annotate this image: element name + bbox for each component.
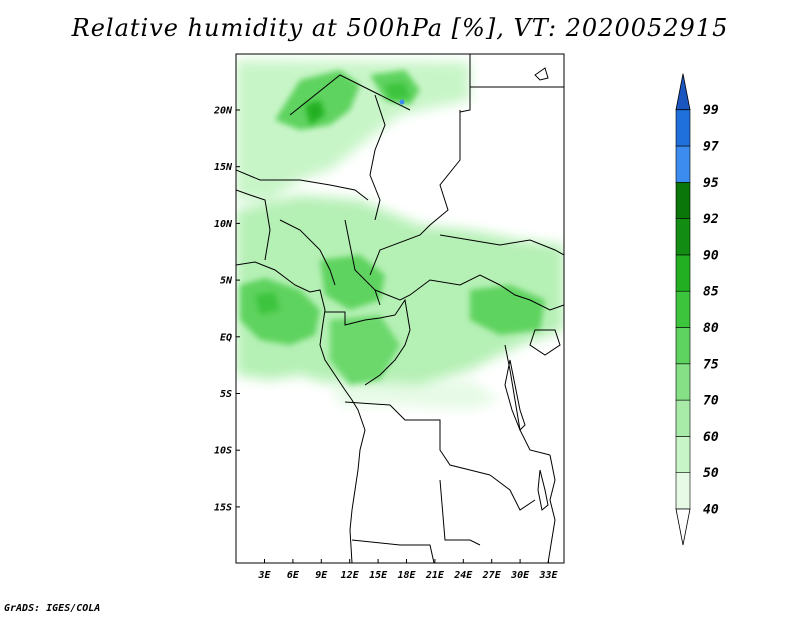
border-angola-namibia bbox=[351, 539, 435, 563]
lat-tick-label: EQ bbox=[220, 332, 232, 343]
colorbar-segment bbox=[675, 182, 691, 219]
lake-malawi bbox=[537, 469, 549, 511]
lat-tick-label: 5S bbox=[220, 389, 232, 400]
lake-victoria bbox=[529, 329, 561, 356]
colorbar-segment bbox=[675, 254, 691, 292]
humidity-peak-dot bbox=[399, 99, 405, 105]
border-west-coast-islands bbox=[236, 189, 271, 261]
border-libya-egypt bbox=[459, 54, 471, 113]
border-cameroon-car bbox=[344, 219, 381, 306]
lon-tick-label: 30E bbox=[510, 570, 530, 581]
humidity-core-great-lakes bbox=[470, 285, 545, 335]
colorbar-level-label: 70 bbox=[703, 394, 719, 409]
humidity-core-north bbox=[275, 70, 360, 130]
colorbar-level-label: 95 bbox=[703, 176, 719, 191]
lon-tick-label: 12E bbox=[341, 570, 360, 581]
humidity-max-gabon bbox=[255, 292, 280, 315]
border-chad-sudan bbox=[369, 110, 461, 276]
border-car-drc bbox=[374, 274, 501, 301]
footer-credit: GrADS: IGES/COLA bbox=[4, 603, 101, 614]
colorbar-level-label: 80 bbox=[703, 321, 719, 336]
border-nigeria-cameroon bbox=[279, 219, 336, 286]
latitude-axis: 20N 15N 10N 5N EQ 5S 10S 15S bbox=[213, 106, 240, 513]
lon-tick-label: 24E bbox=[453, 570, 473, 581]
country-boundaries bbox=[236, 54, 564, 563]
border-tanzania-mozambique bbox=[547, 454, 556, 563]
border-gabon-congo bbox=[325, 311, 396, 326]
colorbar-segment bbox=[675, 436, 691, 473]
lon-tick-label: 27E bbox=[482, 570, 502, 581]
colorbar-segment bbox=[675, 327, 691, 365]
humidity-core-congo bbox=[330, 315, 400, 385]
border-drc-zambia bbox=[489, 474, 536, 511]
colorbar-segment bbox=[675, 145, 691, 183]
lat-tick-label: 10S bbox=[214, 446, 232, 457]
colorbar-segment bbox=[675, 472, 691, 510]
colorbar-min-triangle bbox=[675, 508, 691, 546]
colorbar-level-label: 40 bbox=[703, 503, 719, 518]
border-congo-drc bbox=[364, 298, 411, 386]
colorbar-level-label: 85 bbox=[703, 285, 719, 300]
lat-tick-label: 15N bbox=[214, 162, 233, 173]
colorbar-segment bbox=[675, 218, 691, 256]
red-sea-coast bbox=[534, 67, 549, 81]
colorbar-segment bbox=[675, 399, 691, 437]
colorbar-level-label: 90 bbox=[703, 248, 719, 263]
border-angola-zambia bbox=[439, 479, 481, 546]
colorbar-level-label: 60 bbox=[703, 430, 719, 445]
colorbar: 40 50 60 70 75 80 85 90 92 95 97 99 bbox=[675, 73, 719, 546]
humidity-max-north bbox=[305, 100, 325, 125]
border-drc-east bbox=[504, 344, 551, 456]
border-niger-chad bbox=[369, 94, 386, 221]
map-frame bbox=[235, 53, 565, 564]
map-title: Relative humidity at 500hPa [%], VT: 202… bbox=[71, 14, 729, 42]
longitude-axis: 3E 6E 9E 12E 15E 18E 21E 24E 27E 30E 33E bbox=[257, 559, 559, 581]
lake-tanganyika bbox=[504, 359, 526, 431]
humidity-zone-south-fringe bbox=[330, 380, 500, 410]
colorbar-segment bbox=[675, 290, 691, 328]
coastline-west-africa bbox=[236, 261, 366, 563]
lat-tick-label: 5N bbox=[220, 276, 233, 287]
border-libya-chad bbox=[289, 74, 411, 116]
lon-tick-label: 6E bbox=[287, 570, 300, 581]
colorbar-level-label: 92 bbox=[703, 212, 719, 227]
lat-tick-label: 15S bbox=[214, 502, 232, 513]
humidity-field bbox=[236, 60, 564, 410]
lon-tick-label: 3E bbox=[257, 570, 271, 581]
lon-tick-label: 9E bbox=[315, 570, 328, 581]
border-niger-nigeria bbox=[236, 169, 369, 201]
lat-tick-label: 20N bbox=[213, 106, 233, 117]
colorbar-segment bbox=[675, 363, 691, 401]
lon-tick-label: 15E bbox=[369, 570, 388, 581]
lon-tick-label: 18E bbox=[397, 570, 416, 581]
border-drc-angola bbox=[344, 401, 491, 476]
humidity-max-north-east bbox=[385, 82, 410, 100]
colorbar-level-label: 50 bbox=[703, 466, 719, 481]
colorbar-segment bbox=[675, 109, 691, 147]
humidity-core-cameroon bbox=[320, 255, 385, 310]
lon-tick-label: 33E bbox=[538, 570, 558, 581]
colorbar-max-triangle bbox=[675, 73, 691, 111]
border-south-sudan-uganda bbox=[499, 284, 564, 311]
border-sudan-south-sudan bbox=[439, 234, 564, 256]
colorbar-level-label: 75 bbox=[703, 357, 719, 372]
lat-tick-label: 10N bbox=[214, 219, 233, 230]
colorbar-level-label: 97 bbox=[703, 140, 719, 155]
colorbar-level-label: 99 bbox=[703, 103, 719, 118]
lon-tick-label: 21E bbox=[425, 570, 445, 581]
